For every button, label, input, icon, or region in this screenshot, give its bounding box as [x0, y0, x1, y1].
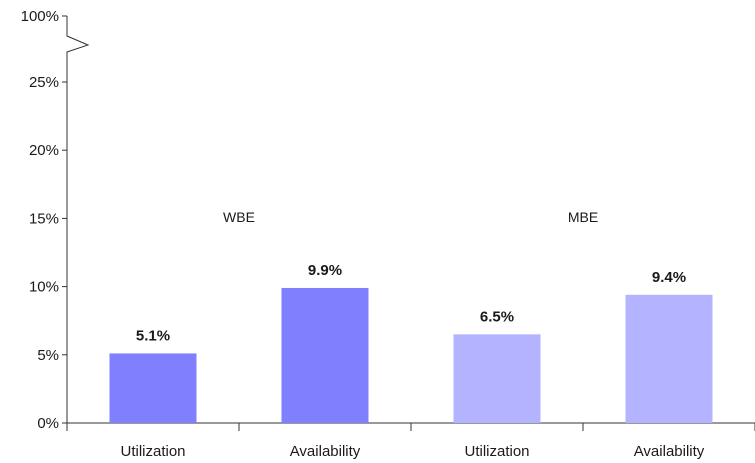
y-tick-label: 10%: [29, 279, 59, 296]
bar: [625, 294, 713, 423]
x-tick-label: Utilization: [464, 443, 529, 460]
y-tick-label: 20%: [29, 142, 59, 159]
y-axis-line: [66, 16, 90, 423]
y-tick-label: 5%: [37, 347, 59, 364]
y-tick-label: 0%: [37, 415, 59, 432]
x-tick-label: Utilization: [120, 443, 185, 460]
data-label: 9.9%: [308, 262, 342, 279]
y-tick-label-top: 100%: [21, 8, 59, 25]
labels: Utilization Availability Utilization Availa…: [120, 209, 704, 460]
x-tick-label: Availability: [634, 443, 705, 460]
bar: [281, 287, 369, 423]
x-tick-label: Availability: [290, 443, 361, 460]
y-tick-label: 25%: [29, 74, 59, 91]
data-label: 6.5%: [480, 308, 514, 325]
data-label: 5.1%: [136, 327, 170, 344]
group-label: WBE: [223, 209, 255, 225]
bar: [109, 353, 197, 423]
y-tick-label: 15%: [29, 210, 59, 227]
group-label: MBE: [568, 209, 598, 225]
bar: [453, 334, 541, 423]
bars: [109, 287, 713, 423]
data-label: 9.4%: [652, 269, 686, 286]
